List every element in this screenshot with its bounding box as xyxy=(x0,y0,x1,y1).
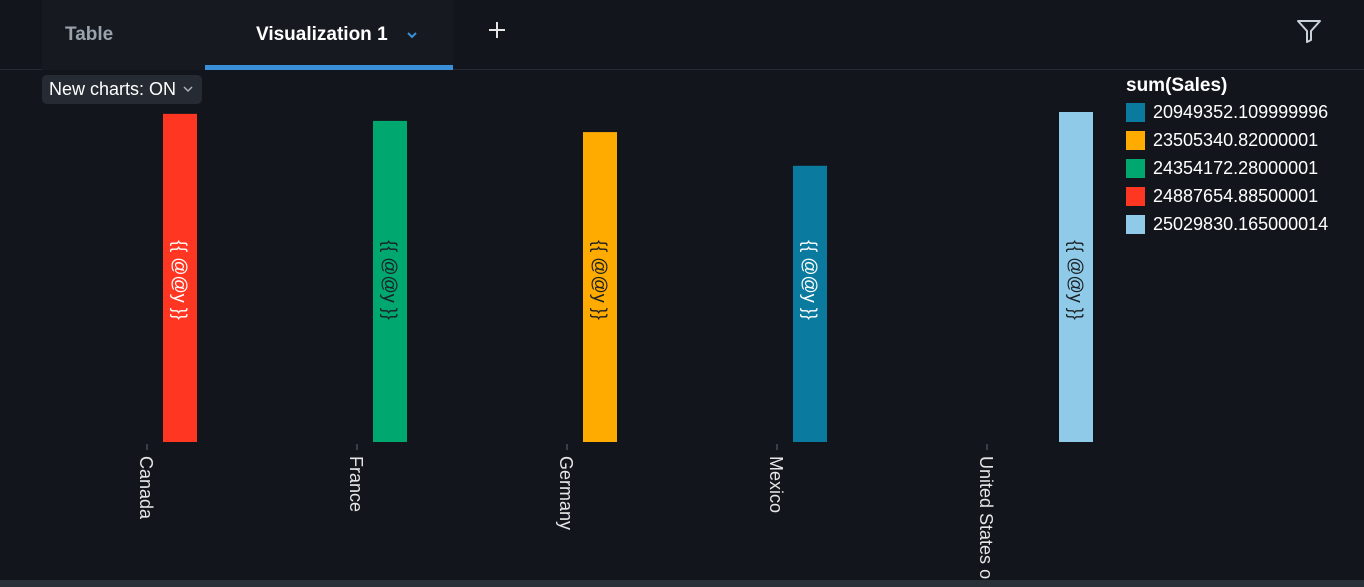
tab-table[interactable]: Table xyxy=(65,0,113,70)
legend-item[interactable]: 23505340.82000001 xyxy=(1126,126,1356,154)
legend-item[interactable]: 20949352.109999996 xyxy=(1126,98,1356,126)
tab-visualization-label: Visualization 1 xyxy=(256,24,388,45)
active-tab-indicator xyxy=(205,65,453,70)
bar[interactable] xyxy=(793,165,827,443)
legend-swatch xyxy=(1126,186,1145,206)
plus-icon[interactable] xyxy=(485,18,509,42)
x-axis-tick-label: United States o xyxy=(976,456,996,579)
x-axis-tick-label: France xyxy=(346,456,366,512)
legend-title: sum(Sales) xyxy=(1126,75,1228,96)
bar[interactable] xyxy=(373,120,407,443)
tab-table-label: Table xyxy=(65,24,114,45)
legend-swatch xyxy=(1126,158,1145,178)
legend-label: 24887654.88500001 xyxy=(1153,185,1319,206)
bar[interactable] xyxy=(1059,112,1093,442)
bar-data-label: {{ @@y }} xyxy=(170,240,190,320)
chevron-down-icon[interactable] xyxy=(406,29,418,41)
legend-label: 20949352.109999996 xyxy=(1153,101,1329,122)
new-charts-label: New charts: ON xyxy=(49,79,177,99)
legend-item[interactable]: 25029830.165000014 xyxy=(1126,210,1356,238)
legend-swatch xyxy=(1126,102,1145,122)
legend-label: 24354172.28000001 xyxy=(1153,157,1319,178)
x-axis-tick-label: Canada xyxy=(136,456,156,520)
legend-item[interactable]: 24354172.28000001 xyxy=(1126,154,1356,182)
tab-visualization-1[interactable]: Visualization 1 xyxy=(205,0,453,70)
legend-label: 23505340.82000001 xyxy=(1153,129,1319,150)
bar-data-label: {{ @@y }} xyxy=(1066,240,1086,320)
x-axis-tick-label: Mexico xyxy=(766,456,786,513)
legend-swatch xyxy=(1126,214,1145,234)
bar-data-label: {{ @@y }} xyxy=(590,240,610,320)
filter-icon[interactable] xyxy=(1296,18,1322,44)
bar-data-label: {{ @@y }} xyxy=(380,240,400,320)
tab-bar: Table Visualization 1 xyxy=(0,0,1364,70)
legend-item[interactable]: 24887654.88500001 xyxy=(1126,182,1356,210)
bar[interactable] xyxy=(163,113,197,442)
legend-swatch xyxy=(1126,130,1145,150)
new-charts-toggle[interactable]: New charts: ON xyxy=(42,75,203,104)
chart-legend: sum(Sales) 20949352.109999996 23505340.8… xyxy=(1126,74,1356,238)
bar-data-label: {{ @@y }} xyxy=(800,240,820,320)
bottom-border xyxy=(0,580,1364,587)
caret-down-icon xyxy=(183,86,193,93)
legend-label: 25029830.165000014 xyxy=(1153,213,1329,234)
bar[interactable] xyxy=(583,132,617,442)
tab-strip xyxy=(42,0,453,70)
x-axis-tick-label: Germany xyxy=(556,456,576,530)
